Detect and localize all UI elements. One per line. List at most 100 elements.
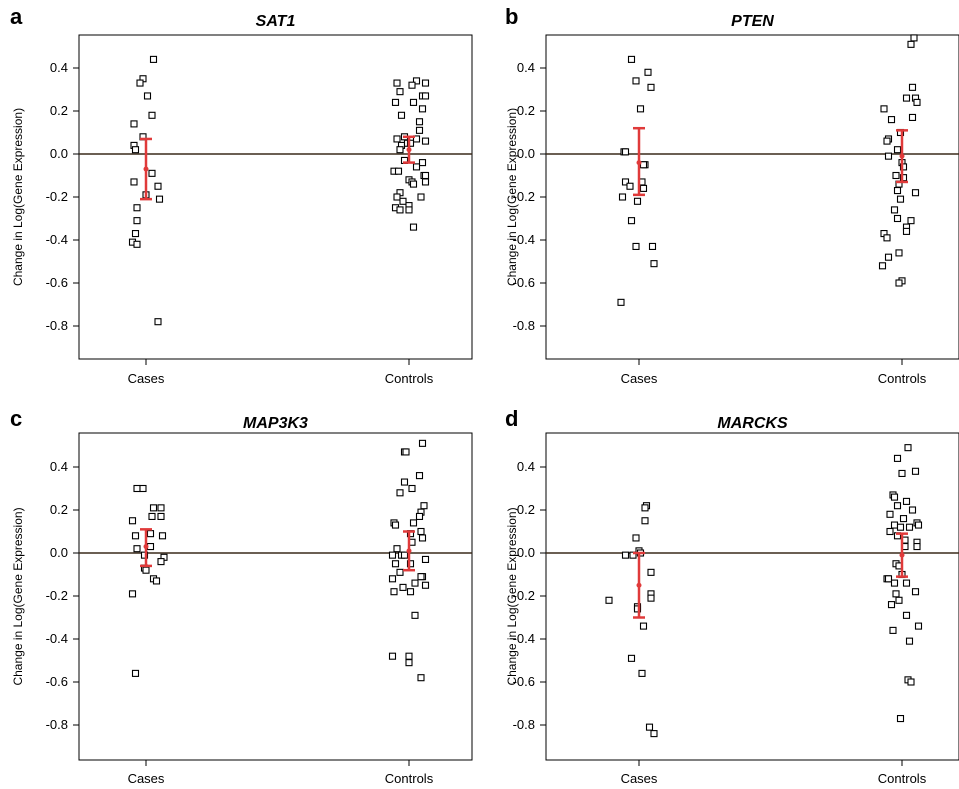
x-tick-label: Cases — [621, 771, 658, 786]
data-point — [902, 497, 911, 505]
data-point — [895, 596, 903, 604]
data-point — [131, 532, 140, 540]
data-point — [412, 77, 421, 85]
y-tick-label: -0.2 — [513, 189, 535, 204]
data-point — [409, 180, 418, 188]
data-point — [406, 560, 415, 568]
data-point — [908, 113, 917, 121]
data-point — [883, 234, 891, 242]
data-point — [884, 253, 893, 261]
data-point — [605, 596, 613, 604]
data-point — [895, 249, 903, 257]
data-point — [632, 534, 640, 542]
data-point — [621, 551, 630, 559]
data-point — [396, 88, 404, 96]
x-tick-label: Controls — [878, 771, 927, 786]
data-point — [890, 206, 899, 214]
panel-letter: d — [505, 406, 518, 431]
data-point — [650, 260, 658, 268]
data-point — [421, 178, 430, 186]
data-point — [896, 523, 905, 531]
data-point — [148, 169, 156, 177]
y-tick-label: -0.2 — [513, 588, 535, 603]
y-tick-label: -0.6 — [513, 674, 535, 689]
data-point — [417, 193, 425, 201]
data-point — [639, 622, 648, 630]
y-tick-label: 0.0 — [50, 545, 68, 560]
data-point — [128, 590, 137, 598]
y-tick-label: 0.2 — [50, 103, 68, 118]
data-point — [914, 521, 923, 529]
data-point — [913, 98, 921, 106]
data-point — [902, 579, 911, 587]
data-point — [636, 105, 645, 113]
data-point — [388, 652, 397, 660]
y-tick-label: 0.4 — [517, 60, 535, 75]
data-point — [388, 551, 397, 559]
data-point — [899, 515, 908, 523]
mean-marker — [899, 552, 905, 558]
y-tick-label: -0.8 — [46, 717, 68, 732]
data-point — [898, 469, 906, 478]
data-point — [905, 523, 914, 531]
data-point — [415, 118, 424, 126]
data-point — [907, 40, 915, 48]
data-point — [886, 510, 894, 518]
data-point — [910, 34, 918, 42]
data-point — [393, 135, 401, 143]
y-tick-label: -0.6 — [46, 275, 68, 290]
data-point — [633, 197, 642, 205]
data-point — [400, 551, 409, 559]
data-point — [415, 126, 424, 134]
data-point — [883, 137, 891, 145]
data-point — [887, 116, 896, 124]
mean-marker — [406, 147, 412, 153]
data-point — [417, 573, 425, 581]
data-point — [644, 68, 652, 76]
data-point — [400, 478, 409, 486]
panel-title: MARCKS — [717, 415, 788, 432]
data-point — [647, 83, 655, 91]
y-tick-label: 0.4 — [50, 459, 68, 474]
data-point — [902, 227, 911, 235]
data-point — [149, 504, 158, 512]
x-tick-label: Cases — [621, 371, 658, 386]
y-tick-label: -0.2 — [46, 588, 68, 603]
data-point — [420, 502, 428, 510]
data-point — [880, 105, 888, 113]
data-point — [417, 674, 425, 682]
mean-marker — [899, 153, 905, 159]
data-point — [421, 171, 430, 180]
data-point — [650, 730, 658, 738]
data-point — [418, 534, 427, 542]
data-point — [391, 98, 400, 106]
data-point — [128, 517, 137, 525]
data-point — [913, 542, 921, 551]
data-point — [405, 652, 413, 660]
data-point — [648, 242, 657, 250]
panel-a: a SAT1 Change in Log(Gene Expression) 0.4 0.… — [10, 4, 473, 386]
data-point — [130, 120, 138, 128]
data-point — [391, 560, 400, 568]
data-point — [148, 111, 156, 119]
y-axis-label: Change in Log(Gene Expression) — [505, 108, 519, 286]
y-tick-label: -0.8 — [46, 318, 68, 333]
data-point — [421, 581, 430, 589]
data-point — [890, 521, 899, 529]
y-tick-label: -0.4 — [46, 631, 68, 646]
mean-marker — [143, 544, 149, 550]
data-point — [621, 178, 630, 186]
data-point — [396, 489, 404, 497]
y-tick-label: -0.8 — [513, 318, 535, 333]
x-tick-label: Cases — [128, 371, 165, 386]
data-point — [143, 92, 152, 100]
x-tick-label: Controls — [878, 371, 927, 386]
data-point — [893, 146, 902, 154]
y-tick-label: 0.0 — [517, 146, 535, 161]
data-point — [884, 575, 893, 583]
data-point — [417, 527, 425, 536]
data-point — [418, 105, 427, 113]
data-point — [149, 55, 158, 63]
data-point — [892, 171, 900, 180]
